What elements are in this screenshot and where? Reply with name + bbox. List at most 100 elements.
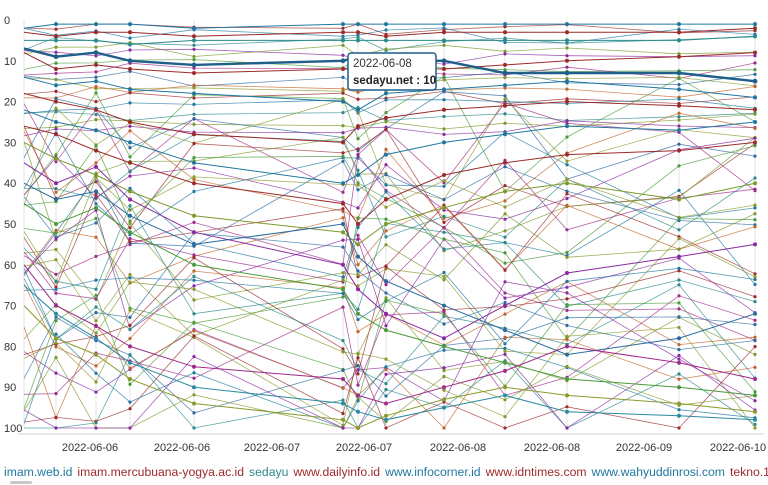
background-rank-point [442, 426, 446, 430]
background-rank-point [341, 271, 345, 275]
highlight-series-point [127, 58, 133, 64]
series-point [753, 417, 757, 422]
background-rank-point [192, 66, 196, 70]
background-rank-point [753, 176, 757, 180]
series-point [341, 262, 345, 267]
background-rank-point [54, 97, 58, 101]
background-rank-point [94, 75, 98, 79]
legend-scroll-thumb[interactable] [10, 481, 32, 484]
background-rank-point [442, 237, 446, 241]
legend-item-7[interactable]: tekno.10terbaik.com [729, 465, 768, 479]
background-rank-point [753, 225, 757, 229]
series-point [503, 62, 507, 67]
background-rank-point [753, 277, 757, 282]
series-point [565, 377, 569, 381]
background-rank-point [94, 293, 98, 297]
background-rank-point [356, 317, 360, 322]
background-rank-point [356, 147, 360, 151]
background-rank-point [54, 153, 58, 157]
background-rank-point [128, 204, 132, 208]
background-rank-point [128, 226, 132, 230]
highlight-series-point [441, 58, 447, 64]
background-rank-point [384, 372, 388, 376]
background-rank-point [677, 83, 681, 87]
legend-item-2[interactable]: sedayu [249, 465, 289, 479]
tooltip-date: 2022-06-08 [353, 58, 412, 70]
background-rank-point [503, 261, 507, 265]
background-rank-point [442, 278, 446, 282]
series-point [54, 99, 58, 104]
background-rank-line [23, 204, 756, 284]
background-rank-point [54, 287, 58, 291]
legend-item-1[interactable]: imam.mercubuana-yogya.ac.id [77, 465, 245, 479]
background-rank-point [192, 96, 196, 100]
background-rank-point [192, 122, 196, 126]
background-rank-point [356, 383, 360, 387]
background-rank-point [677, 228, 681, 232]
series-point [341, 30, 345, 35]
legend-item-0[interactable]: imam.web.id [4, 465, 73, 479]
background-rank-point [677, 164, 681, 168]
background-rank-point [54, 415, 58, 419]
background-rank-point [565, 196, 569, 201]
background-rank-point [384, 298, 388, 302]
background-rank-point [128, 124, 132, 128]
background-rank-point [94, 426, 98, 430]
background-rank-point [565, 46, 569, 50]
background-rank-point [356, 216, 360, 220]
background-rank-point [341, 159, 345, 163]
background-rank-point [503, 291, 507, 295]
background-rank-point [753, 399, 757, 403]
background-rank-point [341, 53, 345, 57]
background-rank-point [565, 159, 569, 163]
background-rank-point [341, 291, 345, 295]
series-point [341, 22, 345, 27]
background-rank-point [384, 296, 388, 300]
background-rank-point [192, 86, 196, 90]
background-rank-point [677, 142, 681, 146]
background-rank-point [503, 268, 507, 272]
background-rank-point [341, 339, 345, 343]
series-point [442, 397, 446, 402]
legend-item-4[interactable]: www.infocorner.id [385, 465, 481, 479]
background-rank-point [356, 153, 360, 157]
y-tick-label: 30 [4, 137, 16, 149]
background-rank-point [753, 282, 757, 287]
background-rank-point [54, 27, 58, 31]
series-point [192, 242, 196, 247]
background-rank-point [94, 287, 98, 291]
background-rank-point [503, 398, 507, 402]
background-rank-point [565, 308, 569, 312]
background-rank-point [753, 338, 757, 343]
background-rank-point [753, 335, 757, 339]
background-rank-point [94, 319, 98, 323]
series-point [384, 91, 388, 96]
legend-item-5[interactable]: www.idntimes.com [485, 465, 587, 479]
background-rank-point [54, 127, 58, 131]
background-rank-point [94, 221, 98, 225]
series-point [54, 181, 58, 186]
background-rank-point [677, 348, 681, 352]
background-rank-point [54, 315, 58, 319]
series-point [442, 303, 446, 308]
series-point [128, 120, 132, 124]
legend-item-3[interactable]: www.dailyinfo.id [293, 465, 381, 479]
background-rank-point [128, 308, 132, 312]
background-rank-point [356, 206, 360, 210]
series-line-1 [23, 27, 756, 37]
background-rank-point [128, 240, 132, 244]
x-tick-label: 2022-06-09 [616, 442, 672, 454]
background-rank-point [753, 112, 757, 116]
background-rank-point [192, 393, 196, 397]
background-rank-point [128, 400, 132, 404]
background-rank-point [677, 294, 681, 298]
background-rank-point [565, 405, 569, 409]
background-rank-point [54, 285, 58, 289]
background-rank-point [753, 300, 757, 304]
background-rank-point [128, 323, 132, 327]
background-rank-point [128, 407, 132, 411]
legend-item-6[interactable]: www.wahyuddinrosi.com [591, 465, 725, 479]
series-point [442, 344, 446, 349]
series-point [503, 385, 507, 390]
background-rank-point [341, 207, 345, 211]
